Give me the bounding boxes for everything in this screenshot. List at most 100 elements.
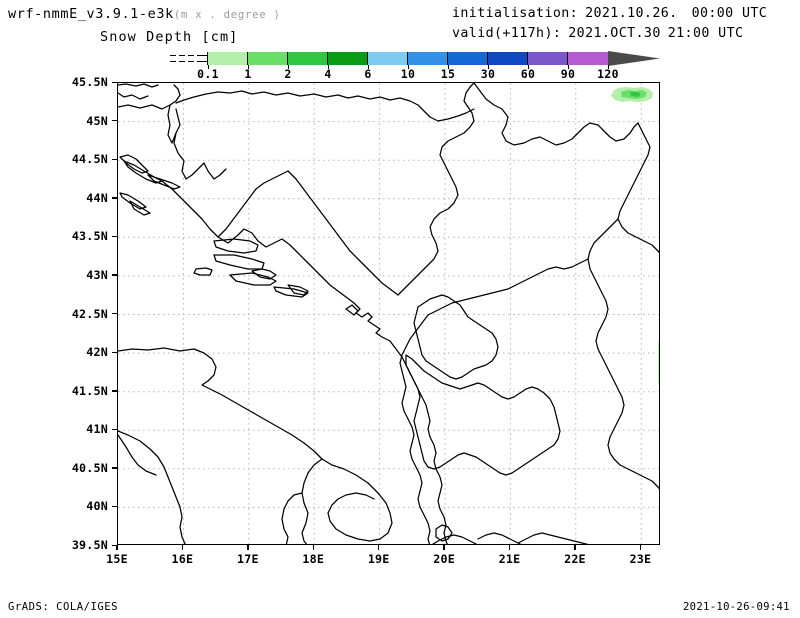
x-axis-label: 22E [564, 552, 586, 566]
forecast-time-block: initialisation: 2021.10.26. 00:00 UTC vali… [452, 6, 767, 41]
carpathian-snow-patch [611, 87, 653, 102]
colorbar-segment [248, 52, 288, 65]
colorbar-tick [608, 65, 609, 69]
y-axis-label: 45.5N [71, 75, 108, 89]
y-axis-label: 41.5N [71, 383, 108, 398]
x-axis-label: 19E [367, 552, 390, 566]
colorbar-tick [528, 65, 529, 69]
colorbar-tick-label: 120 [597, 67, 619, 81]
colorbar-above-max-arrow [608, 51, 660, 66]
x-axis-tick [377, 545, 380, 550]
x-axis-label: 21E [498, 552, 521, 566]
grads-credit: GrADS: COLA/IGES [8, 601, 119, 613]
initialisation-time: 00:00 UTC [691, 6, 768, 21]
x-axis-label: 15E [106, 552, 128, 566]
y-axis-tick [112, 390, 117, 392]
colorbar-tick-label: 0.1 [197, 67, 219, 81]
valid-time: 21:00 UTC [667, 26, 744, 41]
y-axis-label: 43.5N [71, 229, 108, 244]
y-axis-tick [112, 235, 117, 238]
x-axis-tick [443, 545, 445, 550]
snow-depth-field [611, 87, 659, 383]
colorbar-tick [408, 65, 409, 69]
x-axis-label: 18E [302, 552, 325, 566]
map-plot-area [117, 82, 660, 545]
y-axis-label: 42.5N [71, 306, 108, 321]
x-axis-label: 16E [171, 552, 194, 566]
colorbar-tick-label: 6 [364, 67, 372, 81]
x-axis-label: 17E [236, 552, 259, 566]
colorbar-tick [568, 65, 569, 69]
y-axis-tick [112, 197, 117, 199]
y-axis-label: 43N [86, 267, 108, 282]
x-axis-tick [639, 545, 642, 550]
initialisation-row: initialisation: 2021.10.26. 00:00 UTC [452, 6, 767, 21]
colorbar-segment [488, 52, 528, 65]
model-name: wrf-nmmE_v3.9.1-e3k [8, 6, 174, 22]
y-axis-label: 45N [86, 113, 108, 128]
colorbar-below-min-marker [170, 52, 208, 65]
initialisation-date: 2021.10.26. [585, 6, 678, 21]
y-axis-label: 40.5N [71, 460, 108, 475]
y-axis-label: 39.5N [71, 538, 108, 552]
y-axis-tick [112, 467, 117, 469]
y-axis-tick [112, 428, 117, 431]
colorbar-tick-label: 1 [244, 67, 252, 81]
colorbar-tick [288, 65, 289, 69]
colorbar-tick-labels: 0.1 1 2 4 6 10 15 30 60 90 120 [160, 67, 650, 81]
colorbar-tick-label: 2 [284, 67, 292, 81]
colorbar-tick [208, 65, 209, 69]
y-axis-tick [112, 505, 117, 508]
valid-date: 2021.OCT.30 [568, 26, 661, 41]
colorbar-tick-label: 90 [560, 67, 576, 81]
y-axis-tick [112, 81, 117, 83]
colorbar-segment [288, 52, 328, 65]
x-axis-tick [574, 545, 576, 550]
valid-row: valid(+117h): 2021.OCT.30 21:00 UTC [452, 26, 767, 41]
colorbar-segment [528, 52, 568, 65]
colorbar-segment [368, 52, 408, 65]
y-axis-tick [112, 274, 117, 276]
colorbar-tick [488, 65, 489, 69]
map-gridlines [118, 83, 659, 544]
y-axis-tick [112, 158, 117, 161]
variable-title: Snow Depth [cm] [100, 29, 239, 45]
colorbar-tick-label: 10 [400, 67, 416, 81]
colorbar-tick [328, 65, 329, 69]
x-axis-tick [312, 545, 314, 550]
x-axis-tick [508, 545, 511, 550]
map-canvas [118, 83, 659, 544]
colorbar-tick [448, 65, 449, 69]
colorbar-tick-label: 30 [480, 67, 496, 81]
y-axis-label: 44.5N [71, 152, 108, 167]
model-dimensions: (m x . degree ) [173, 9, 281, 21]
render-timestamp: 2021-10-26-09:41 [683, 601, 790, 613]
colorbar-tick [368, 65, 369, 69]
colorbar-segment [448, 52, 488, 65]
y-axis-label: 42N [86, 345, 108, 360]
y-axis-tick [112, 544, 117, 546]
colorbar-segment [408, 52, 448, 65]
colorbar-tick-label: 15 [440, 67, 456, 81]
colorbar-tick-label: 4 [324, 67, 332, 81]
x-axis-label: 20E [433, 552, 455, 566]
colorbar-segment [568, 52, 608, 65]
x-axis-tick [247, 545, 249, 550]
eastern-edge-trace [658, 341, 659, 383]
y-axis-label: 44N [86, 190, 108, 205]
map-coastlines-and-borders [118, 83, 659, 544]
x-axis-tick [116, 545, 118, 550]
y-axis-tick [112, 313, 117, 315]
y-axis-tick [112, 351, 117, 353]
y-axis-label: 40N [86, 499, 108, 514]
x-axis-tick [181, 545, 184, 550]
colorbar-segment [328, 52, 368, 65]
colorbar: 0.1 1 2 4 6 10 15 30 60 90 120 [160, 51, 660, 81]
colorbar-tick-label: 60 [520, 67, 536, 81]
colorbar-segment [208, 52, 248, 65]
valid-label: valid(+117h): [452, 26, 562, 41]
colorbar-gradient [208, 52, 608, 65]
y-axis-tick [112, 120, 117, 122]
initialisation-label: initialisation: [452, 6, 579, 21]
